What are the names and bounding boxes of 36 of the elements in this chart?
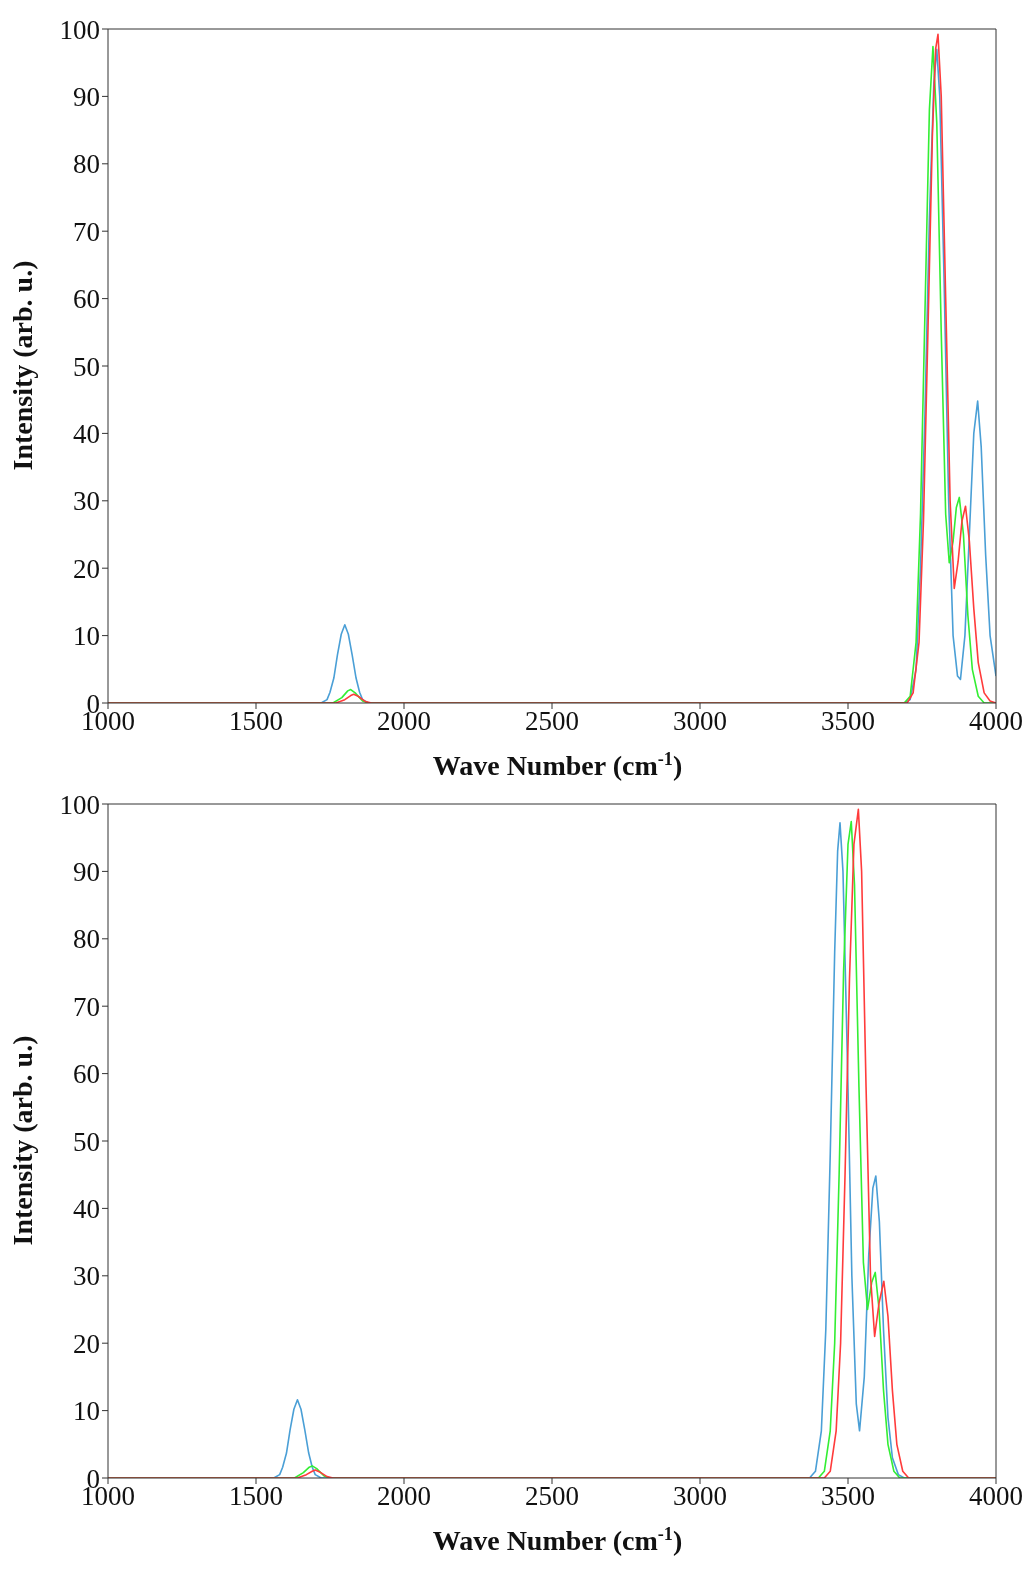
y-tick-label: 100	[59, 14, 100, 45]
x-tick-label: 2000	[377, 706, 431, 737]
y-tick-label: 60	[73, 1059, 100, 1090]
y-tick-label: 20	[73, 1328, 100, 1359]
y-tick-label: 30	[73, 1261, 100, 1292]
x-tick-label: 1500	[229, 1481, 283, 1512]
y-tick-label: 50	[73, 1126, 100, 1157]
x-tick-label: 3000	[673, 706, 727, 737]
y-tick-label: 30	[73, 486, 100, 517]
x-tick-label: 2500	[525, 1481, 579, 1512]
y-axis-title: Intensity (arb. u.)	[7, 260, 38, 471]
y-tick-label: 40	[73, 1193, 100, 1224]
y-tick-label: 20	[73, 553, 100, 584]
y-tick-label: 100	[59, 789, 100, 820]
x-tick-label: 4000	[969, 1481, 1023, 1512]
x-tick-label: 3500	[821, 1481, 875, 1512]
y-tick-label: 10	[73, 1396, 100, 1427]
y-tick-label: 50	[73, 351, 100, 382]
y-tick-label: 90	[73, 81, 100, 112]
y-axis-title: Intensity (arb. u.)	[7, 1035, 38, 1246]
y-tick-label: 10	[73, 621, 100, 652]
y-tick-label: 80	[73, 924, 100, 955]
x-tick-label: 2000	[377, 1481, 431, 1512]
y-tick-label: 40	[73, 418, 100, 449]
y-tick-label: 90	[73, 856, 100, 887]
x-tick-label: 1500	[229, 706, 283, 737]
y-tick-label: 60	[73, 284, 100, 315]
y-tick-label: 70	[73, 991, 100, 1022]
x-tick-label: 3000	[673, 1481, 727, 1512]
x-tick-label: 2500	[525, 706, 579, 737]
x-axis-title: Wave Number (cm$^{-1}$)	[432, 749, 683, 781]
x-tick-label: 3500	[821, 706, 875, 737]
y-tick-label: 70	[73, 216, 100, 247]
y-tick-label: 80	[73, 149, 100, 180]
x-tick-label: 4000	[969, 706, 1023, 737]
x-axis-title: Wave Number (cm$^{-1}$)	[432, 1524, 683, 1556]
